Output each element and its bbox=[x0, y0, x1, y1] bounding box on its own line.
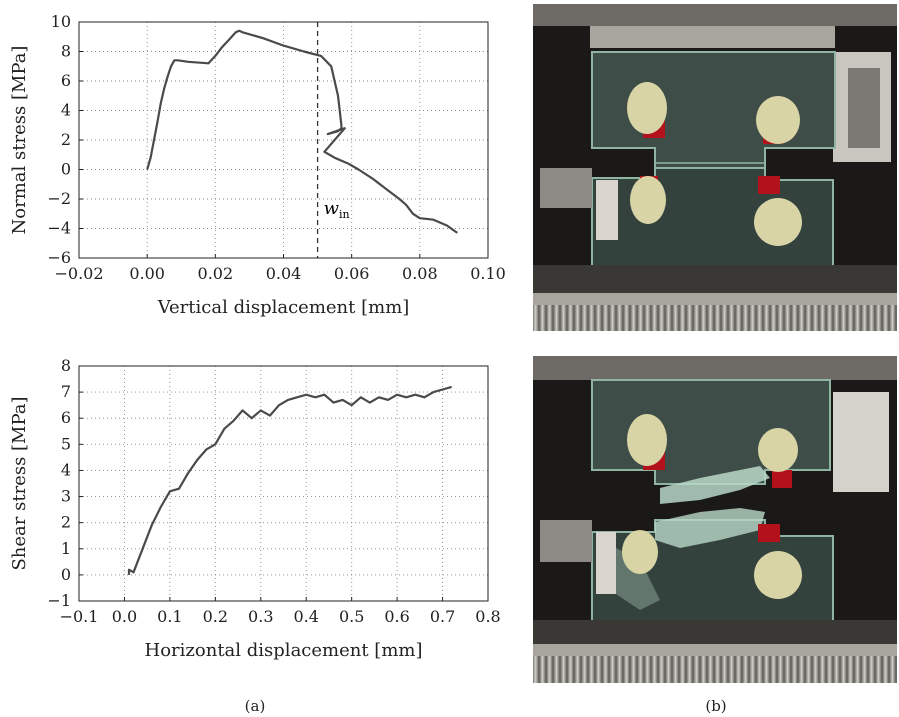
x-tick-label: −0.1 bbox=[60, 607, 99, 626]
y-tick-label: 1 bbox=[61, 539, 71, 558]
y-tick-label: 8 bbox=[61, 42, 71, 61]
x-tick-label: 0.7 bbox=[430, 607, 455, 626]
y-tick-label: −6 bbox=[47, 248, 71, 267]
bottom-grid bbox=[78, 365, 489, 602]
bottom-x-tick-labels: −0.1 0.0 0.1 0.2 0.3 0.4 0.5 0.6 0.7 0.8 bbox=[60, 607, 501, 626]
fracture-glass bbox=[660, 466, 770, 504]
ridged-rail bbox=[533, 305, 897, 331]
x-tick-label: 0.04 bbox=[266, 264, 302, 283]
x-tick-label: 0.02 bbox=[198, 264, 234, 283]
top-x-tick-labels: −0.02 0.00 0.02 0.04 0.06 0.08 0.10 bbox=[54, 264, 505, 283]
bottom-y-tick-labels: −1 0 1 2 3 4 5 6 7 8 bbox=[47, 356, 71, 610]
y-tick-label: 4 bbox=[61, 460, 71, 479]
clip-red bbox=[758, 176, 780, 194]
w-in-sub: in bbox=[339, 208, 350, 221]
x-tick-label: 0.6 bbox=[384, 607, 409, 626]
x-tick-label: 0.8 bbox=[475, 607, 500, 626]
top-grip-bar bbox=[533, 4, 897, 26]
rubber-pad bbox=[756, 96, 800, 144]
rubber-pad bbox=[627, 82, 667, 134]
x-tick-label: 0.1 bbox=[157, 607, 182, 626]
top-x-axis-label: Vertical displacement [mm] bbox=[157, 297, 410, 318]
rubber-pad bbox=[754, 198, 802, 246]
normal-stress-series bbox=[146, 29, 458, 234]
x-tick-label: 0.00 bbox=[129, 264, 165, 283]
y-tick-label: 3 bbox=[61, 487, 71, 506]
y-tick-label: −2 bbox=[47, 189, 71, 208]
y-tick-label: 6 bbox=[61, 71, 71, 90]
top-y-tick-labels: −6 −4 −2 0 2 4 6 8 10 bbox=[47, 12, 71, 267]
w-in-main: w bbox=[324, 198, 340, 219]
photo-fractured-specimen bbox=[533, 356, 897, 683]
x-tick-label: 0.5 bbox=[339, 607, 364, 626]
rubber-pad bbox=[622, 530, 658, 574]
y-tick-label: −4 bbox=[47, 219, 71, 238]
top-clamp-plate bbox=[590, 26, 835, 48]
fracture-glass bbox=[655, 508, 765, 548]
x-tick-label: −0.02 bbox=[54, 264, 103, 283]
shear-stress-chart: −0.1 0.0 0.1 0.2 0.3 0.4 0.5 0.6 0.7 0.8 −1 0 1 2 3 4 5… bbox=[9, 356, 501, 661]
base-rail bbox=[533, 644, 897, 656]
bottom-x-axis-label: Horizontal displacement [mm] bbox=[145, 640, 423, 661]
side-clamp bbox=[833, 392, 889, 492]
x-tick-label: 0.08 bbox=[402, 264, 438, 283]
y-tick-label: 2 bbox=[61, 130, 71, 149]
x-tick-label: 0.4 bbox=[293, 607, 318, 626]
bolt bbox=[540, 520, 592, 562]
photo-intact-specimen bbox=[533, 4, 897, 331]
y-tick-label: 7 bbox=[61, 382, 71, 401]
rubber-pad bbox=[630, 176, 666, 224]
bottom-y-axis-label: Shear stress [MPa] bbox=[9, 396, 30, 570]
rubber-pad bbox=[758, 428, 798, 472]
y-tick-label: 5 bbox=[61, 434, 71, 453]
y-tick-label: 0 bbox=[61, 160, 71, 179]
caption-a: (a) bbox=[245, 697, 266, 715]
y-tick-label: 10 bbox=[51, 12, 71, 31]
caption-b: (b) bbox=[705, 697, 726, 715]
base-plate bbox=[533, 620, 897, 644]
x-tick-label: 0.3 bbox=[248, 607, 273, 626]
top-grip-bar bbox=[533, 356, 897, 380]
clip-red bbox=[772, 470, 792, 488]
rubber-pad bbox=[754, 551, 802, 599]
bolt bbox=[540, 168, 592, 208]
base-rail bbox=[533, 293, 897, 305]
y-tick-label: 4 bbox=[61, 101, 71, 120]
side-pad bbox=[596, 180, 618, 240]
x-tick-label: 0.10 bbox=[470, 264, 506, 283]
upper-specimen-half bbox=[591, 379, 831, 485]
x-tick-label: 0.0 bbox=[112, 607, 137, 626]
w-in-annotation: win bbox=[324, 198, 350, 221]
y-tick-label: 6 bbox=[61, 408, 71, 427]
y-tick-label: 8 bbox=[61, 356, 71, 375]
top-plot-frame bbox=[78, 21, 489, 259]
bottom-plot-frame bbox=[78, 365, 489, 602]
clip-red bbox=[758, 524, 780, 542]
ridged-rail bbox=[533, 656, 897, 683]
x-tick-label: 0.06 bbox=[334, 264, 370, 283]
top-grid bbox=[78, 21, 489, 259]
y-tick-label: 2 bbox=[61, 513, 71, 532]
side-pad bbox=[596, 532, 616, 594]
side-clamp-detail bbox=[848, 68, 880, 148]
rubber-pad bbox=[627, 414, 667, 466]
normal-stress-chart: −0.02 0.00 0.02 0.04 0.06 0.08 0.10 −6 −4 −2 0 2 4 6… bbox=[9, 12, 506, 318]
top-y-axis-label: Normal stress [MPa] bbox=[9, 46, 30, 235]
base-plate bbox=[533, 265, 897, 293]
y-tick-label: −1 bbox=[47, 591, 71, 610]
shear-stress-series bbox=[127, 385, 452, 575]
y-tick-label: 0 bbox=[61, 565, 71, 584]
x-tick-label: 0.2 bbox=[203, 607, 228, 626]
